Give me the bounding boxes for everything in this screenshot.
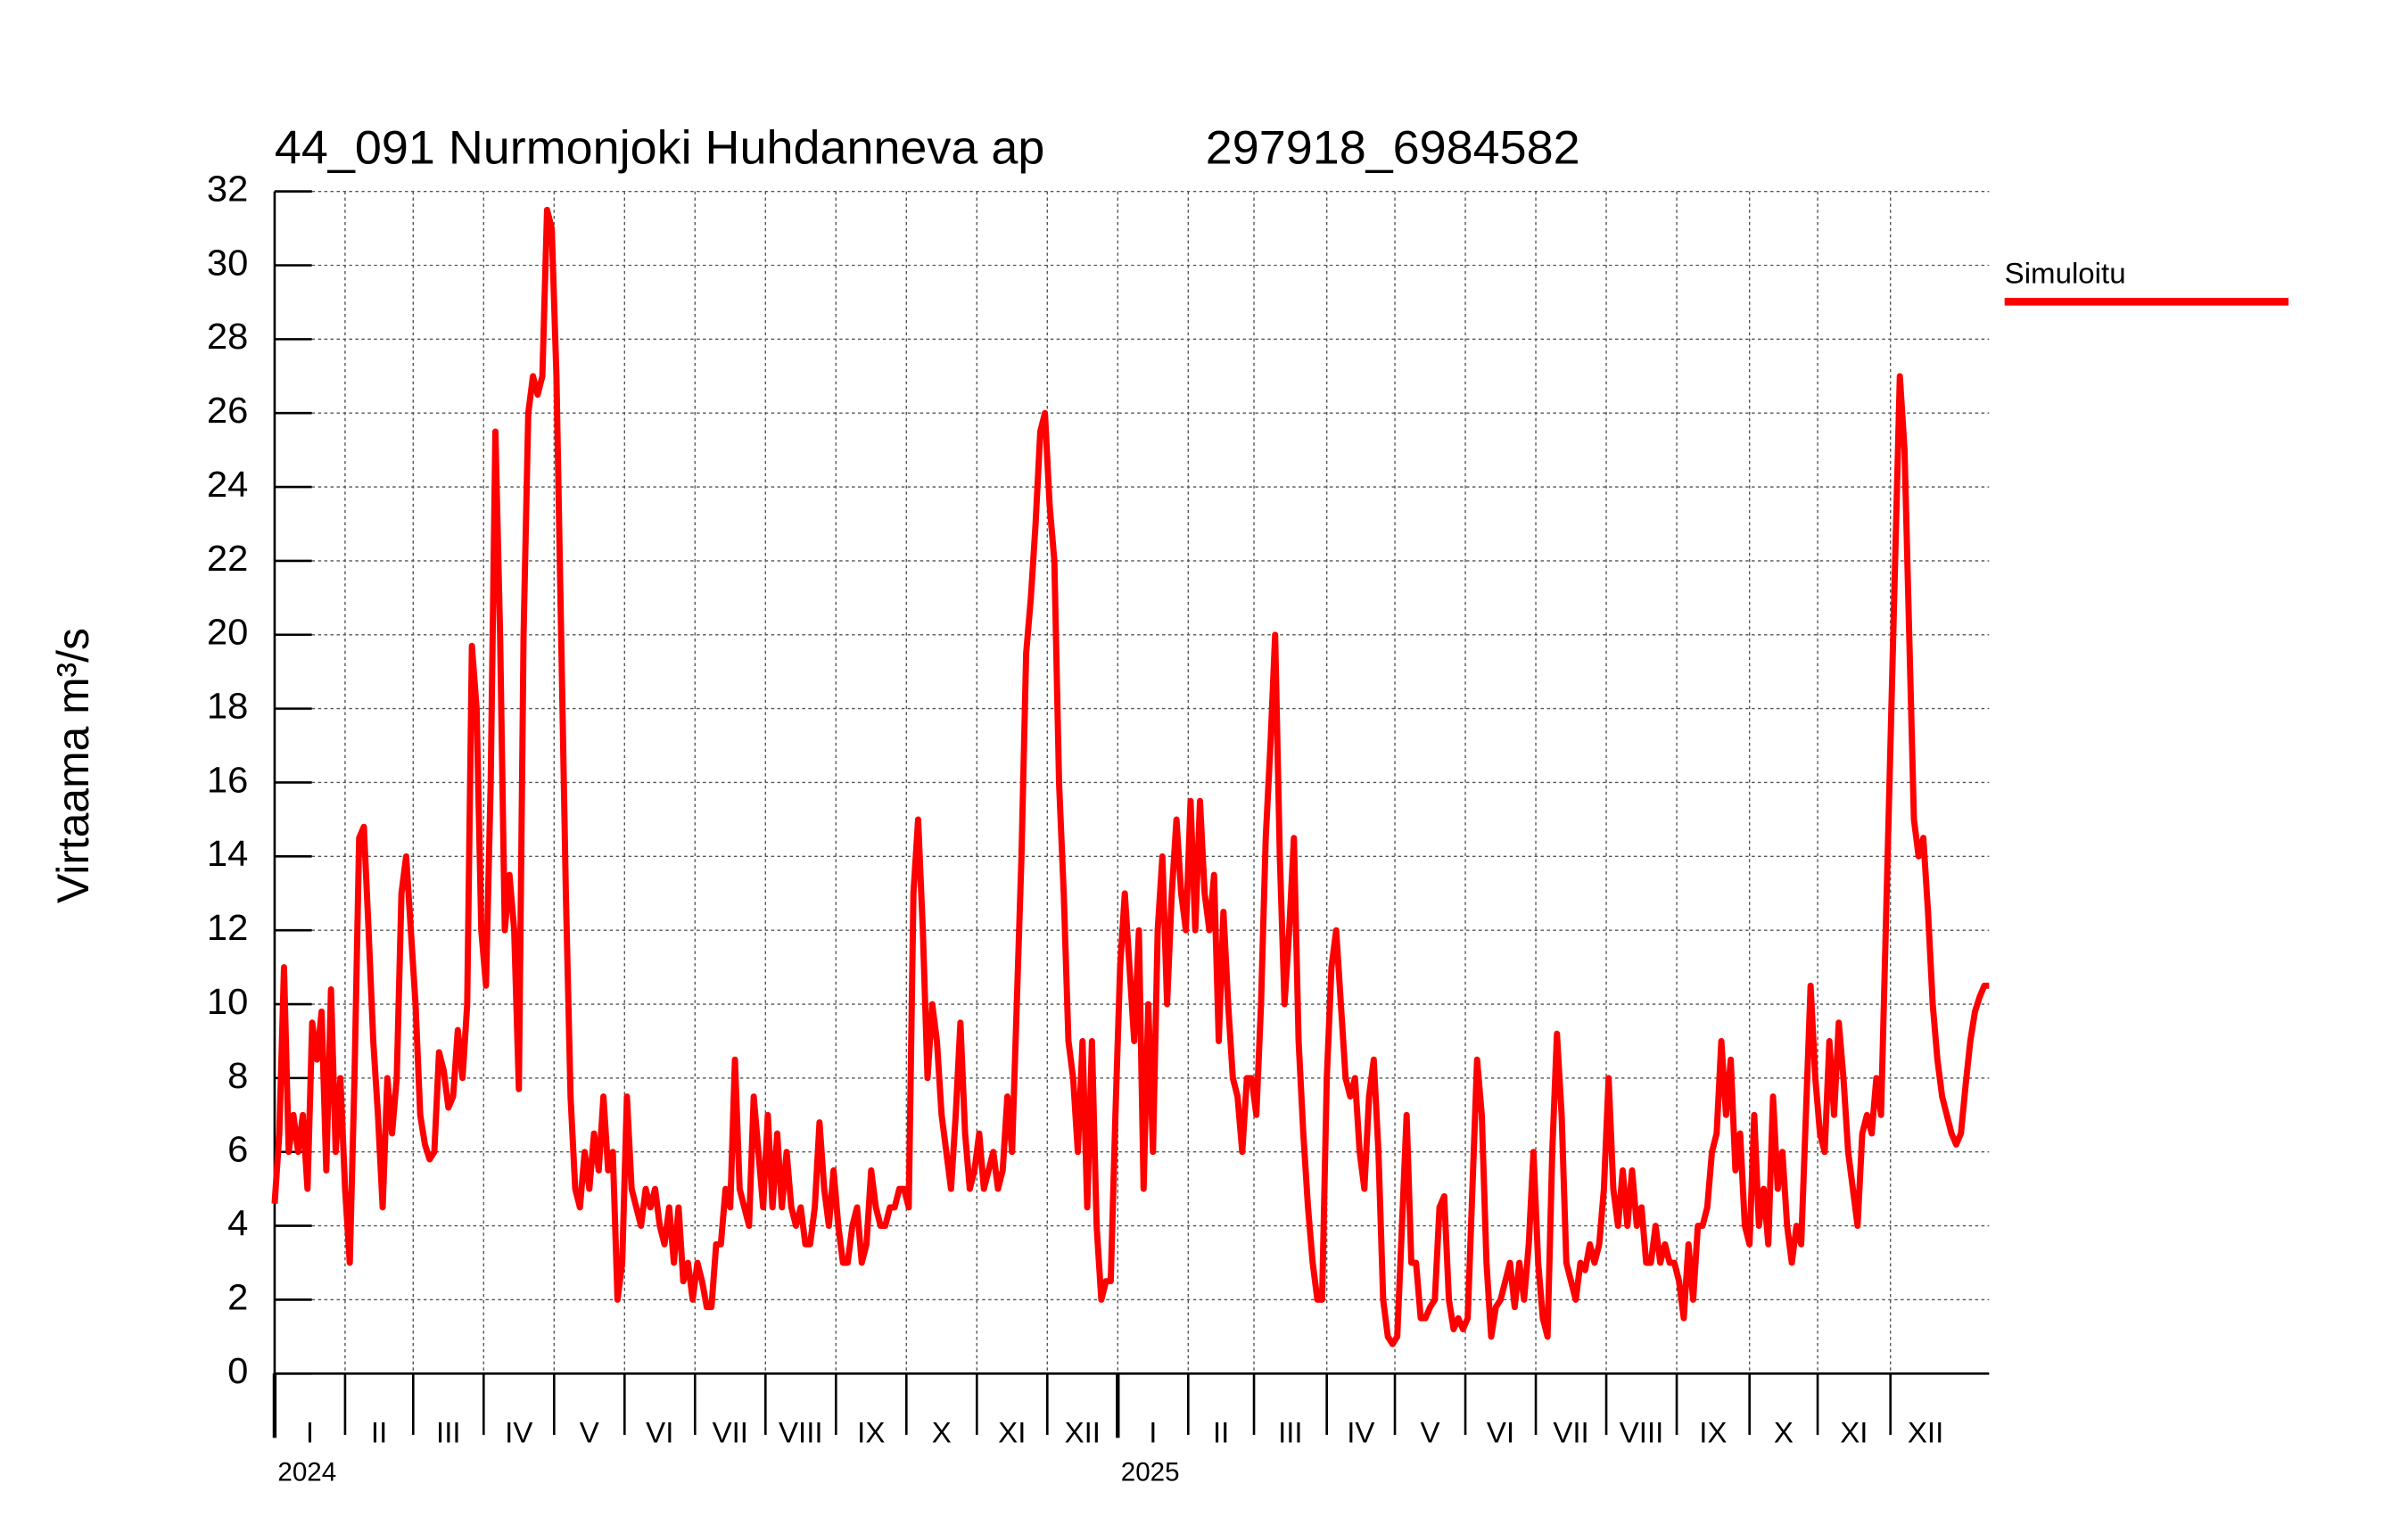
year-label: 2025 bbox=[1121, 1458, 1180, 1487]
x-tick-label: VII bbox=[1553, 1416, 1588, 1449]
x-tick-label: I bbox=[1149, 1416, 1157, 1449]
chart-subtitle: 297918_6984582 bbox=[1206, 121, 1580, 175]
x-tick-label: VIII bbox=[779, 1416, 823, 1449]
series-line bbox=[271, 206, 1990, 1347]
x-tick-label: X bbox=[1774, 1416, 1794, 1449]
y-tick-label: 30 bbox=[207, 242, 248, 284]
y-tick-label: 16 bbox=[207, 759, 248, 801]
x-tick-label: IX bbox=[1699, 1416, 1727, 1449]
y-axis-label: Virtaama m³/s bbox=[48, 628, 98, 903]
y-tick-label: 10 bbox=[207, 980, 248, 1022]
x-tick-label: I bbox=[306, 1416, 314, 1449]
y-tick-label: 32 bbox=[207, 168, 248, 210]
y-tick-label: 8 bbox=[227, 1054, 248, 1096]
y-tick-label: 18 bbox=[207, 685, 248, 727]
x-tick-label: V bbox=[1421, 1416, 1440, 1449]
x-tick-label: VIII bbox=[1620, 1416, 1664, 1449]
y-tick-label: 2 bbox=[227, 1276, 248, 1318]
x-tick-label: II bbox=[371, 1416, 387, 1449]
y-tick-label: 22 bbox=[207, 537, 248, 579]
x-tick-label: IX bbox=[857, 1416, 885, 1449]
x-tick-label: XI bbox=[1840, 1416, 1868, 1449]
x-tick-label: XII bbox=[1065, 1416, 1101, 1449]
y-tick-label: 0 bbox=[227, 1349, 248, 1391]
y-tick-label: 24 bbox=[207, 463, 248, 505]
x-tick-label: III bbox=[1278, 1416, 1303, 1449]
x-tick-label: IV bbox=[1347, 1416, 1374, 1449]
x-tick-label: III bbox=[436, 1416, 461, 1449]
x-tick-label: VI bbox=[1487, 1416, 1514, 1449]
x-tick-label: VI bbox=[646, 1416, 673, 1449]
y-tick-label: 6 bbox=[227, 1128, 248, 1170]
y-tick-label: 14 bbox=[207, 832, 248, 874]
x-tick-label: XII bbox=[1908, 1416, 1943, 1449]
x-tick-label: IV bbox=[505, 1416, 532, 1449]
x-tick-label: VII bbox=[713, 1416, 748, 1449]
chart-title: 44_091 Nurmonjoki Huhdanneva ap bbox=[275, 121, 1044, 175]
x-tick-label: X bbox=[932, 1416, 952, 1449]
x-tick-label: V bbox=[580, 1416, 599, 1449]
y-tick-label: 12 bbox=[207, 906, 248, 948]
y-tick-label: 20 bbox=[207, 611, 248, 653]
y-tick-label: 28 bbox=[207, 315, 248, 357]
y-tick-label: 4 bbox=[227, 1202, 248, 1244]
y-tick-label: 26 bbox=[207, 389, 248, 431]
year-label: 2024 bbox=[277, 1458, 336, 1487]
legend-label: Simuloitu bbox=[2005, 257, 2126, 290]
x-tick-label: XI bbox=[998, 1416, 1026, 1449]
x-tick-label: II bbox=[1213, 1416, 1229, 1449]
